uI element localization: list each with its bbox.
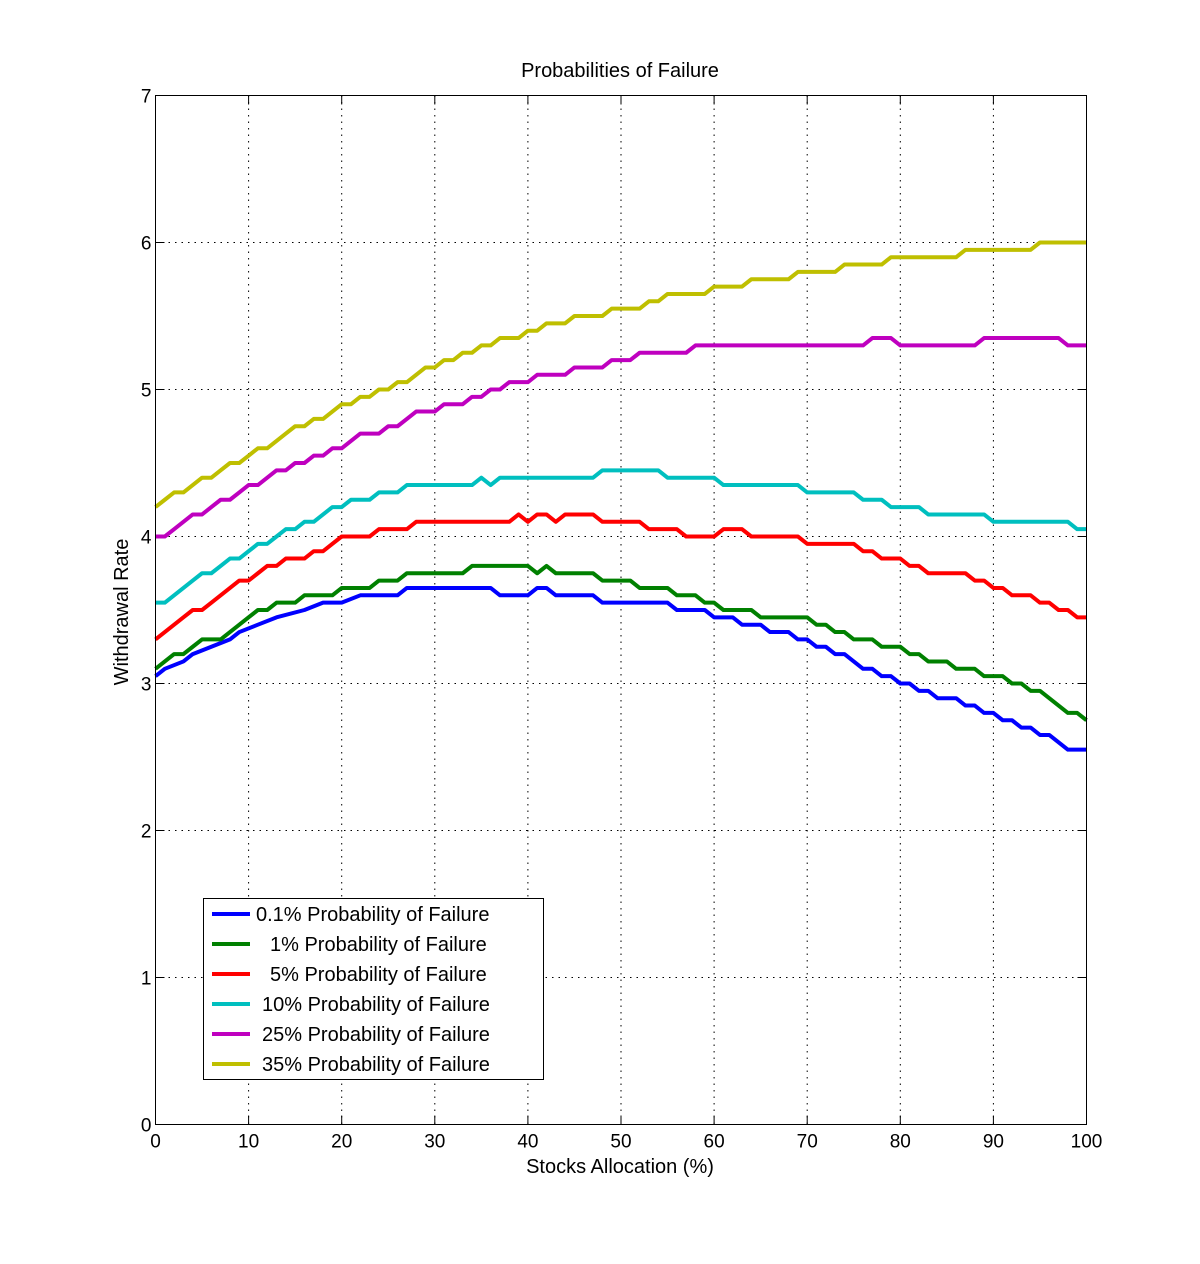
- x-tick-label: 20: [331, 1132, 352, 1153]
- x-tick-label: 40: [517, 1132, 538, 1153]
- series-lines: [154, 240, 1088, 752]
- y-tick-label: 1: [141, 969, 152, 990]
- series-line-5: [155, 336, 1087, 539]
- legend-box: [203, 898, 544, 1080]
- x-tick-label: 90: [983, 1132, 1004, 1153]
- y-tick-label: 5: [141, 381, 152, 402]
- x-tick-label: 50: [610, 1132, 631, 1153]
- legend-label-4: 10% Probability of Failure: [262, 994, 490, 1016]
- legend-label-6: 35% Probability of Failure: [262, 1054, 490, 1076]
- series-line-6: [154, 240, 1087, 509]
- y-axis-label: Withdrawal Rate: [111, 539, 133, 686]
- x-tick-label: 60: [704, 1132, 725, 1153]
- y-tick-label: 7: [141, 87, 152, 108]
- x-tick-label: 30: [424, 1132, 445, 1153]
- legend-label-1: 0.1% Probability of Failure: [256, 904, 489, 926]
- series-line-3: [154, 512, 1087, 641]
- y-tick-label: 2: [141, 822, 152, 843]
- x-tick-label: 0: [150, 1132, 161, 1153]
- x-axis-label: Stocks Allocation (%): [526, 1156, 714, 1178]
- y-tick-label: 4: [141, 528, 152, 549]
- series-line-4: [155, 468, 1087, 605]
- x-tick-label: 100: [1071, 1132, 1103, 1153]
- x-tick-label: 80: [890, 1132, 911, 1153]
- y-tick-label: 6: [141, 234, 152, 255]
- legend-label-2: 1% Probability of Failure: [270, 934, 487, 956]
- legend: 0.1% Probability of Failure 1% Probabilit…: [203, 898, 544, 1080]
- grid-lines: [155, 95, 1087, 1125]
- legend-label-5: 25% Probability of Failure: [262, 1024, 490, 1046]
- series-line-1: [154, 585, 1087, 752]
- chart-title: Probabilities of Failure: [521, 60, 719, 82]
- legend-label-3: 5% Probability of Failure: [270, 964, 487, 986]
- y-tick-label: 3: [141, 675, 152, 696]
- x-tick-label: 70: [797, 1132, 818, 1153]
- plot-area-frame: [155, 95, 1087, 1125]
- series-line-2: [154, 563, 1088, 722]
- x-tick-label: 10: [238, 1132, 259, 1153]
- y-tick-label: 0: [141, 1116, 152, 1137]
- axis-ticks: 0 10 20 30 40 50 60 70 80 90 100 0 1 2 3 4 5 6 7: [141, 87, 1102, 1153]
